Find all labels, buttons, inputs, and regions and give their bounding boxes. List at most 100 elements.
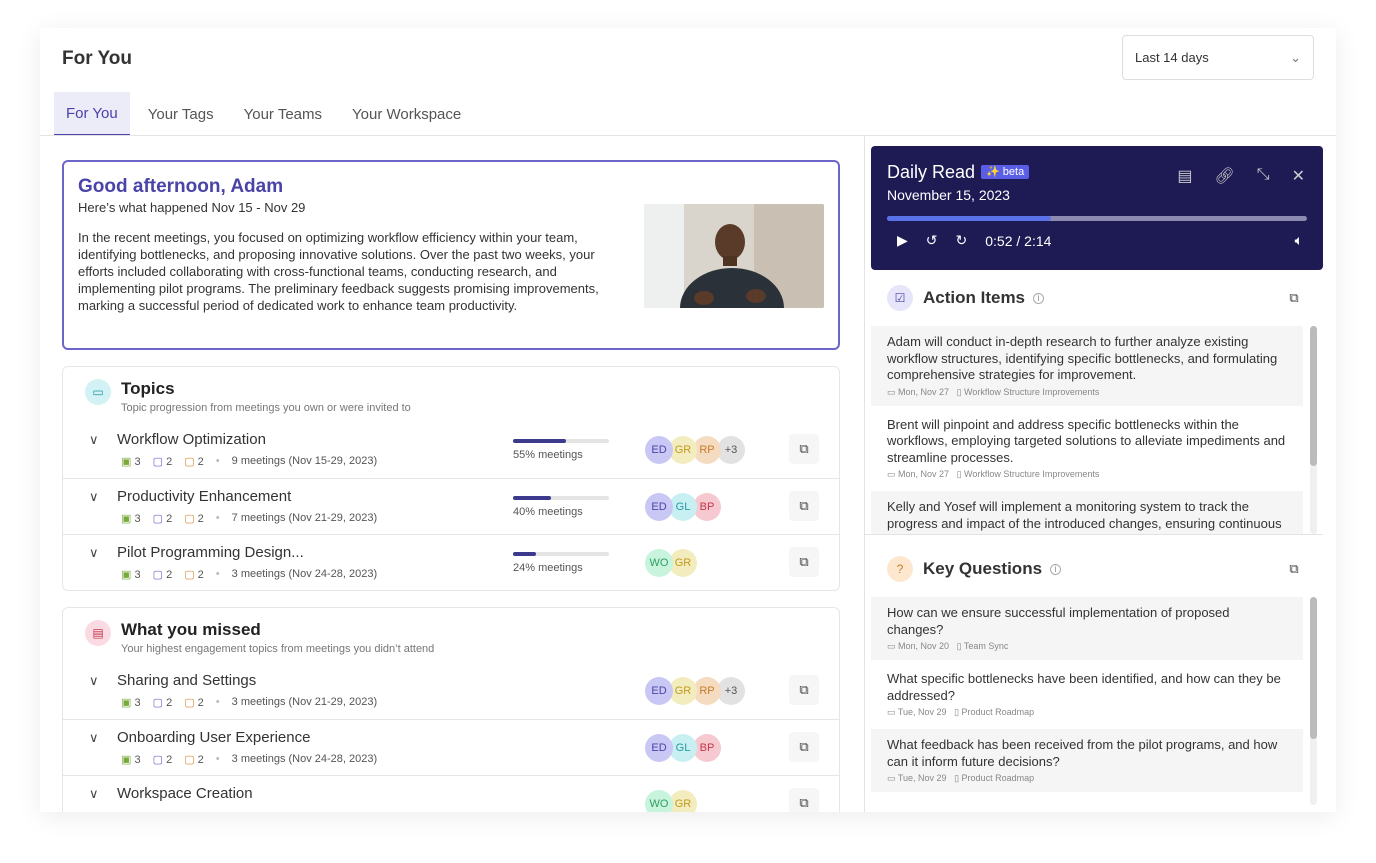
topic-name: Pilot Programming Design... (117, 544, 304, 561)
avatar[interactable]: RP (693, 436, 721, 464)
item-text: Adam will conduct in-depth research to f… (887, 334, 1278, 382)
topic-row[interactable]: ∨ Onboarding User Experience ▣ 3 ▢ 2 ▢ 2 • 3 … (63, 719, 839, 775)
missed-title: What you missed (121, 620, 261, 639)
avatar[interactable]: ED (645, 734, 673, 762)
copy-icon[interactable]: ⧉ (789, 491, 819, 521)
copy-icon[interactable]: ⧉ (789, 547, 819, 577)
volume-icon[interactable]: 🔈︎ (1294, 232, 1303, 248)
tab-your-workspace[interactable]: Your Workspace (352, 105, 462, 123)
chevron-down-icon[interactable]: ∨ (89, 730, 99, 745)
question-icon: ▢ (184, 569, 195, 581)
chevron-down-icon[interactable]: ∨ (89, 786, 99, 801)
chevron-down-icon[interactable]: ∨ (89, 673, 99, 688)
action-count: ▢ 2 (153, 455, 173, 468)
avatar[interactable]: GR (669, 790, 697, 812)
topic-row[interactable]: ∨ Workspace Creation WO GR ⧉ (63, 775, 839, 812)
recording-icon: ▣ (121, 697, 132, 709)
list-item[interactable]: What feedback has been received from the… (871, 729, 1303, 793)
meeting-count: ▣ 3 (121, 696, 141, 709)
list-item[interactable]: Adam will conduct in-depth research to f… (871, 326, 1303, 407)
progress-label: 40% meetings (513, 506, 583, 518)
action-icon: ▢ (152, 456, 163, 468)
avatar[interactable]: GR (669, 549, 697, 577)
scrollbar[interactable] (1310, 326, 1317, 534)
greeting-card: Good afternoon, Adam Here’s what happene… (62, 160, 840, 350)
recording-icon: ▣ (121, 569, 132, 581)
scrollbar[interactable] (1310, 597, 1317, 805)
topic-row[interactable]: ∨ Workflow Optimization ▣ 3 ▢ 2 ▢ 2 • 9 meeti… (63, 422, 839, 478)
copy-icon[interactable]: ⧉ (789, 675, 819, 705)
list-item[interactable]: Brent will pinpoint and address specific… (871, 408, 1303, 489)
missed-desc: Your highest engagement topics from meet… (121, 643, 435, 655)
action-count: ▢ 2 (153, 568, 173, 581)
list-item[interactable]: Who is leading the discovery interview p… (871, 795, 1303, 805)
avatar[interactable]: ED (645, 677, 673, 705)
collapse-icon[interactable]: ⤡ (1256, 166, 1270, 183)
chevron-down-icon[interactable]: ∨ (89, 432, 99, 447)
info-icon[interactable]: i (1033, 292, 1045, 304)
forward-10-icon[interactable]: ↻ (955, 232, 968, 248)
list-item[interactable]: What specific bottlenecks have been iden… (871, 663, 1303, 727)
play-icon[interactable]: ▶ (897, 232, 908, 248)
item-date: Tue, Nov 29 (897, 707, 947, 717)
question-icon: ▢ (184, 513, 195, 525)
copy-icon[interactable]: ⧉ (1289, 561, 1299, 576)
copy-icon[interactable]: ⧉ (789, 434, 819, 464)
chevron-down-icon[interactable]: ∨ (89, 489, 99, 504)
action-items-list: Adam will conduct in-depth research to f… (871, 326, 1323, 534)
action-icon: ▢ (152, 569, 163, 581)
avatar[interactable]: BP (693, 734, 721, 762)
info-icon[interactable]: i (1050, 563, 1062, 575)
avatar[interactable]: ED (645, 436, 673, 464)
copy-icon[interactable]: ⧉ (789, 732, 819, 762)
missed-icon: ▤ (85, 620, 111, 646)
action-icon: ▢ (152, 513, 163, 525)
copy-icon[interactable]: ⧉ (789, 788, 819, 812)
tab-your-tags[interactable]: Your Tags (147, 105, 214, 123)
topic-row[interactable]: ∨ Pilot Programming Design... ▣ 3 ▢ 2 ▢ 2 • 3… (63, 534, 839, 590)
close-icon[interactable]: ✕ (1291, 168, 1305, 185)
date-range-select[interactable]: Last 14 days ⌄ (1122, 35, 1314, 80)
question-count: ▢ 2 (184, 753, 204, 766)
item-date: Mon, Nov 20 (898, 641, 950, 651)
question-count: ▢ 2 (184, 512, 204, 525)
rewind-10-icon[interactable]: ↺ (925, 232, 938, 248)
tab-your-teams[interactable]: Your Teams (243, 105, 322, 123)
question-count: ▢ 2 (184, 568, 204, 581)
avatar[interactable]: ED (645, 493, 673, 521)
topic-row[interactable]: ∨ Productivity Enhancement ▣ 3 ▢ 2 ▢ 2 • 7 me… (63, 478, 839, 534)
avatar[interactable]: BP (693, 493, 721, 521)
player-progress[interactable] (887, 216, 1307, 221)
topic-row[interactable]: ∨ Sharing and Settings ▣ 3 ▢ 2 ▢ 2 • 3 meetin… (63, 663, 839, 719)
avatar[interactable]: +3 (717, 677, 745, 705)
chevron-down-icon[interactable]: ∨ (89, 545, 99, 560)
list-item[interactable]: Kelly and Yosef will implement a monitor… (871, 491, 1303, 534)
transcript-icon[interactable]: ▤ (1177, 168, 1193, 185)
avatar[interactable]: GL (669, 734, 697, 762)
topics-desc: Topic progression from meetings you own … (121, 402, 411, 414)
avatar[interactable]: WO (645, 790, 673, 812)
daily-read-player: Daily Read ✨ beta November 15, 2023 ▤ 🔗︎ ⤡ ✕… (871, 146, 1323, 270)
topic-name: Productivity Enhancement (117, 488, 292, 505)
key-questions-icon: ? (887, 556, 913, 582)
divider (865, 534, 1323, 535)
link-icon[interactable]: 🔗︎ (1214, 168, 1235, 185)
calendar-icon: ▭ (887, 707, 896, 717)
recording-icon: ▣ (121, 513, 132, 525)
count: 3 (134, 754, 141, 766)
list-item[interactable]: How can we ensure successful implementat… (871, 597, 1303, 661)
avatar[interactable]: GR (669, 677, 697, 705)
document-icon: ▯ (954, 707, 960, 717)
avatar[interactable]: +3 (717, 436, 745, 464)
avatar[interactable]: GR (669, 436, 697, 464)
item-text: How can we ensure successful implementat… (887, 605, 1230, 637)
avatar[interactable]: RP (693, 677, 721, 705)
avatar[interactable]: WO (645, 549, 673, 577)
tab-for-you[interactable]: For You (54, 92, 130, 136)
topic-progress: 24% meetings (513, 552, 609, 574)
copy-icon[interactable]: ⧉ (1289, 290, 1299, 305)
action-items-title: Action Items (923, 288, 1026, 307)
count: 2 (197, 754, 204, 766)
date-range-value: Last 14 days (1135, 50, 1209, 65)
avatar[interactable]: GL (669, 493, 697, 521)
